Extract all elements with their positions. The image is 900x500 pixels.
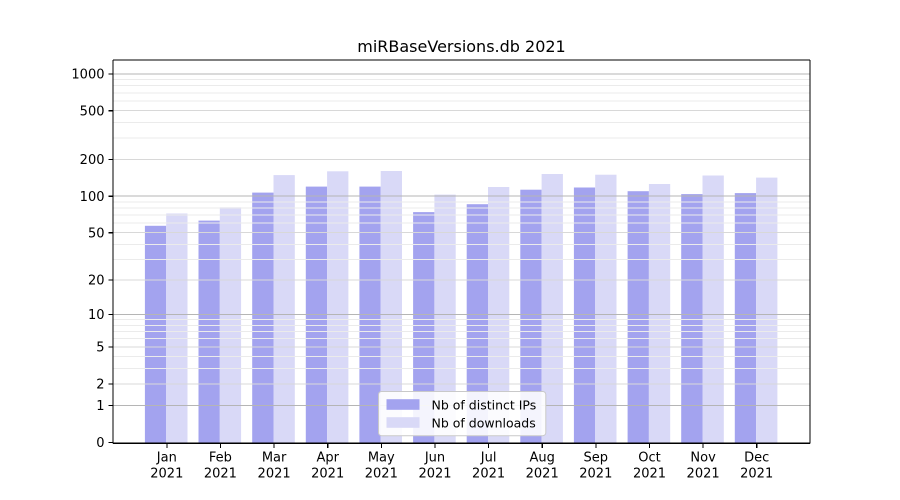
bar-distinct-ips-dec xyxy=(734,193,757,444)
bar-downloads-oct xyxy=(648,184,671,444)
y-tick-label-200: 200 xyxy=(80,153,105,168)
x-tick-label-month-sep: Sep xyxy=(584,451,609,466)
y-tick-label-0: 0 xyxy=(96,436,104,451)
y-tick-label-1: 1 xyxy=(96,399,104,414)
x-tick-label-year-apr: 2021 xyxy=(311,467,344,482)
x-tick-label-year-feb: 2021 xyxy=(204,467,237,482)
legend: Nb of distinct IPs Nb of downloads xyxy=(378,391,547,437)
y-tick-label-500: 500 xyxy=(80,104,105,119)
bar-downloads-jun xyxy=(434,194,456,444)
y-tick-label-20: 20 xyxy=(88,274,105,289)
legend-swatch-distinct-ips xyxy=(386,399,420,410)
bar-downloads-mar xyxy=(273,175,295,444)
x-tick-label-year-jan: 2021 xyxy=(150,467,183,482)
y-tick-label-100: 100 xyxy=(80,190,105,205)
x-tick-label-month-jun: Jun xyxy=(424,451,445,466)
bar-distinct-ips-aug xyxy=(520,189,542,444)
legend-label-distinct-ips: Nb of distinct IPs xyxy=(432,397,537,412)
bar-downloads-nov xyxy=(702,175,724,444)
x-tick-label-year-oct: 2021 xyxy=(633,467,666,482)
x-tick-label-month-mar: Mar xyxy=(262,451,287,466)
x-tick-label-year-dec: 2021 xyxy=(740,467,773,482)
x-tick-label-month-apr: Apr xyxy=(316,451,339,466)
axes-layer: 10005002001005020105210Jan2021Feb2021Mar… xyxy=(71,59,811,482)
y-tick-label-5: 5 xyxy=(96,341,104,356)
x-tick-label-month-aug: Aug xyxy=(530,451,555,466)
chart-title: miRBaseVersions.db 2021 xyxy=(357,37,565,56)
legend-swatch-downloads xyxy=(386,417,420,428)
x-tick-label-month-may: May xyxy=(368,451,395,466)
bar-distinct-ips-oct xyxy=(627,191,649,444)
bar-distinct-ips-jun xyxy=(413,212,435,444)
x-tick-label-month-jan: Jan xyxy=(156,451,177,466)
x-tick-label-year-nov: 2021 xyxy=(687,467,720,482)
x-tick-label-month-jul: Jul xyxy=(480,451,497,466)
bar-distinct-ips-sep xyxy=(573,187,596,444)
y-tick-label-10: 10 xyxy=(88,308,105,323)
y-tick-label-1000: 1000 xyxy=(71,67,104,82)
bar-downloads-may xyxy=(380,171,402,444)
x-tick-label-year-may: 2021 xyxy=(365,467,398,482)
bar-downloads-jan xyxy=(166,213,188,444)
bar-downloads-sep xyxy=(595,174,617,444)
bar-downloads-dec xyxy=(756,177,778,444)
legend-box xyxy=(378,391,547,437)
x-tick-label-year-jun: 2021 xyxy=(418,467,451,482)
x-tick-label-month-nov: Nov xyxy=(690,451,716,466)
x-tick-label-month-dec: Dec xyxy=(744,451,769,466)
bar-distinct-ips-mar xyxy=(252,192,274,444)
x-tick-label-month-oct: Oct xyxy=(638,451,660,466)
bar-distinct-ips-nov xyxy=(681,194,703,444)
y-tick-label-50: 50 xyxy=(88,226,105,241)
bar-distinct-ips-jan xyxy=(144,225,167,444)
x-tick-label-year-jul: 2021 xyxy=(472,467,505,482)
grid-layer xyxy=(113,73,810,407)
bar-downloads-apr xyxy=(327,171,349,444)
bar-downloads-aug xyxy=(541,174,563,444)
y-tick-label-2: 2 xyxy=(96,378,104,393)
x-tick-label-year-mar: 2021 xyxy=(258,467,291,482)
legend-label-downloads: Nb of downloads xyxy=(432,415,536,430)
x-tick-label-year-aug: 2021 xyxy=(526,467,559,482)
x-tick-label-year-sep: 2021 xyxy=(579,467,612,482)
bar-downloads-jul xyxy=(488,187,510,444)
x-tick-label-month-feb: Feb xyxy=(209,451,232,466)
